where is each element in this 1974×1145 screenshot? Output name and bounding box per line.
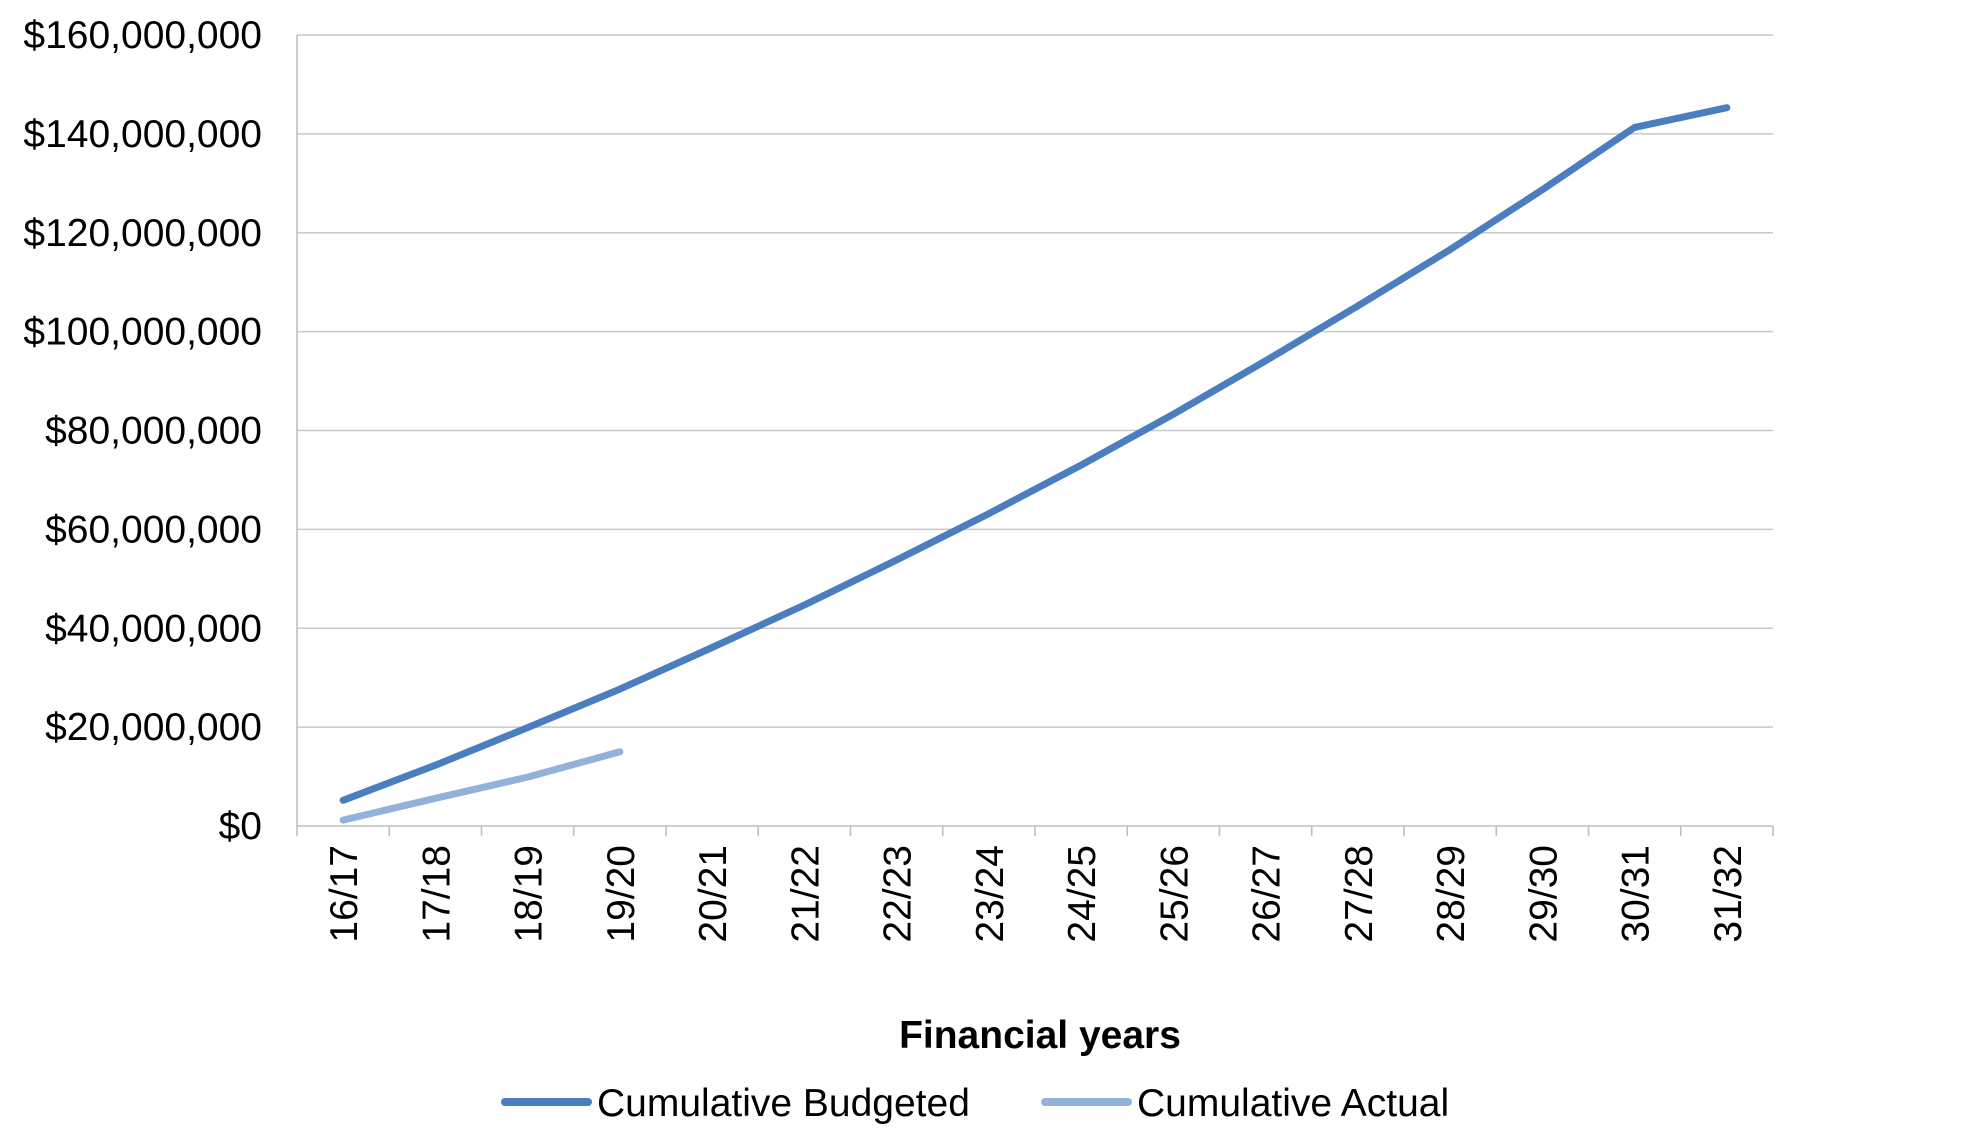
x-tick-label: 28/29: [1430, 845, 1473, 943]
x-tick-label: 18/19: [508, 845, 551, 943]
legend-label: Cumulative Budgeted: [597, 1082, 970, 1125]
series-line-1: [339, 104, 1731, 804]
y-tick-label: $120,000,000: [23, 212, 262, 255]
series-lines: [339, 104, 1731, 824]
y-tick-label: $40,000,000: [45, 607, 262, 650]
y-tick-label: $160,000,000: [23, 14, 262, 57]
x-tick-label: 20/21: [692, 845, 735, 943]
y-tick-label: $60,000,000: [45, 508, 262, 551]
y-tick-label: $0: [219, 805, 262, 848]
x-tick-label: 17/18: [415, 845, 458, 943]
x-tick-label: 22/23: [877, 845, 920, 943]
x-tick-label: 27/28: [1338, 845, 1381, 943]
y-tick-label: $80,000,000: [45, 410, 262, 453]
y-tick-label: $100,000,000: [23, 311, 262, 354]
x-axis-ticks: 16/17 17/18 18/19 19/20 20/21 21/22 22/23 23/24…: [323, 845, 1750, 943]
y-axis-ticks: $0 $20,000,000 $40,000,000 $60,000,000 $80,0…: [23, 14, 262, 848]
x-tick-label: 23/24: [969, 845, 1012, 943]
x-tick-label: 19/20: [600, 845, 643, 943]
x-tick-label: 29/30: [1522, 845, 1565, 943]
x-tick-label: 26/27: [1246, 845, 1289, 943]
gridlines: [297, 34, 1773, 728]
y-tick-label: $140,000,000: [23, 113, 262, 156]
series-line-2: [339, 748, 624, 824]
legend-label: Cumulative Actual: [1137, 1082, 1449, 1125]
y-tick-label: $20,000,000: [45, 706, 262, 749]
x-tick-label: 31/32: [1707, 845, 1750, 943]
axes: [296, 35, 1774, 836]
x-tick-label: 24/25: [1061, 845, 1104, 943]
x-axis-title: Financial years: [899, 1014, 1181, 1057]
x-tick-label: 30/31: [1615, 845, 1658, 943]
x-tick-label: 25/26: [1153, 845, 1196, 943]
legend: Cumulative Budgeted Cumulative Actual: [501, 1082, 1449, 1125]
x-tick-label: 21/22: [784, 845, 827, 943]
x-tick-label: 16/17: [323, 845, 366, 943]
